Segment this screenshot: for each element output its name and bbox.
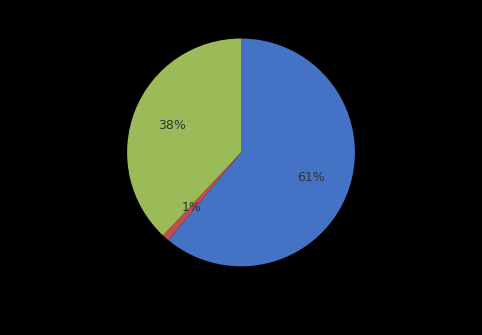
- Text: 1%: 1%: [182, 201, 202, 214]
- Text: 61%: 61%: [297, 171, 324, 184]
- Wedge shape: [168, 39, 355, 266]
- Wedge shape: [127, 39, 241, 236]
- Wedge shape: [163, 152, 241, 240]
- Text: 38%: 38%: [158, 119, 186, 132]
